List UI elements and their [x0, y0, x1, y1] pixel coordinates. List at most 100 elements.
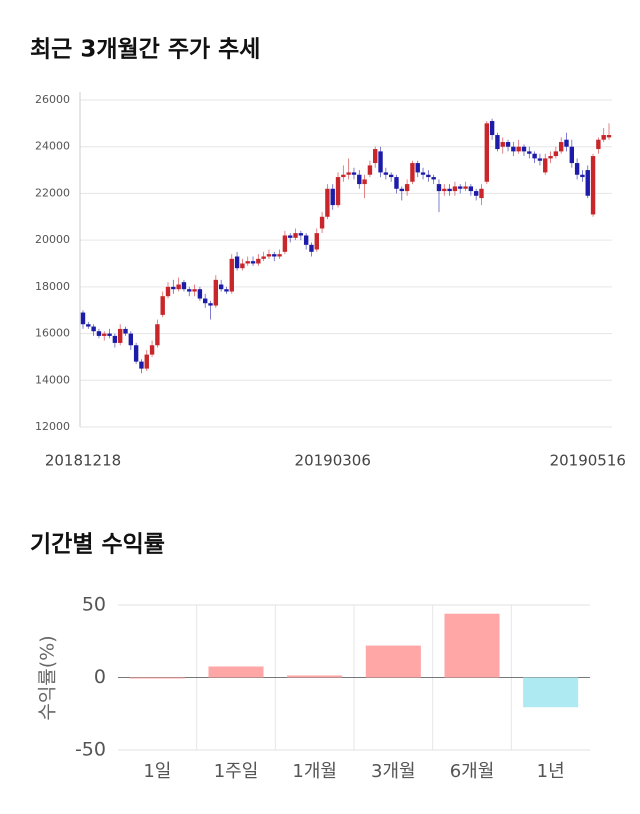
- x-tick-label: 1개월: [292, 761, 337, 782]
- candle-body: [484, 123, 489, 182]
- candle-body: [218, 284, 224, 290]
- candle-body: [277, 254, 282, 257]
- candle-body: [388, 174, 394, 178]
- candle-body: [373, 149, 378, 164]
- y-tick-label: 20000: [35, 233, 70, 246]
- y-tick-label: 0: [94, 666, 106, 688]
- candle-body: [404, 184, 410, 192]
- candle-body: [298, 233, 304, 236]
- candle-body: [553, 151, 559, 157]
- candle-body: [527, 151, 532, 154]
- bar: [287, 675, 343, 678]
- candle-body: [256, 258, 261, 264]
- candle-body: [149, 345, 155, 355]
- candle-body: [378, 151, 383, 173]
- candle-body: [187, 289, 192, 292]
- candle-body: [303, 235, 309, 245]
- x-tick-label: 3개월: [371, 761, 416, 782]
- candle-body: [564, 139, 569, 147]
- candle-body: [144, 354, 149, 369]
- candle-body: [473, 191, 479, 196]
- candle-body: [309, 244, 314, 252]
- candle-body: [335, 177, 341, 206]
- candle-body: [532, 153, 537, 159]
- candle-body: [176, 284, 181, 290]
- candle-body: [155, 324, 160, 346]
- candle-body: [367, 165, 373, 175]
- candle-body: [197, 289, 203, 299]
- candle-body: [500, 142, 505, 147]
- candle-body: [165, 286, 171, 297]
- candle-body: [319, 216, 325, 229]
- chart-title: 기간별 수익률: [30, 532, 165, 558]
- candle-body: [240, 263, 245, 269]
- candle-body: [86, 324, 91, 327]
- bar: [523, 677, 579, 708]
- candle-body: [383, 172, 389, 175]
- candle-body: [521, 146, 527, 152]
- candle-body: [447, 188, 452, 192]
- candle-body: [426, 174, 431, 178]
- candle-body: [133, 345, 139, 362]
- bar: [129, 677, 185, 679]
- x-tick-label: 1일: [143, 761, 171, 782]
- candle-body: [128, 333, 134, 346]
- candle-body: [330, 188, 335, 206]
- candle-body: [80, 312, 86, 325]
- candle-body: [91, 326, 96, 332]
- candle-body: [261, 256, 266, 259]
- candle-body: [463, 186, 468, 189]
- x-tick-label: 20190306: [295, 452, 371, 470]
- x-tick-label: 6개월: [450, 761, 495, 782]
- y-tick-label: 24000: [35, 140, 70, 153]
- candle-body: [341, 174, 346, 178]
- candle-body: [117, 328, 123, 343]
- candle-body: [203, 298, 208, 304]
- candle-body: [585, 170, 590, 196]
- candle-body: [415, 163, 420, 173]
- candle-body: [574, 163, 580, 175]
- candle-body: [107, 333, 112, 336]
- bar: [208, 666, 264, 678]
- candle-body: [351, 172, 357, 175]
- candle-body: [410, 163, 415, 182]
- candle-body: [399, 188, 404, 192]
- candle-body: [357, 174, 362, 185]
- candle-body: [558, 142, 564, 152]
- candle-body: [160, 296, 165, 315]
- candle-body: [590, 156, 596, 215]
- candle-body: [452, 186, 458, 192]
- candle-body: [171, 286, 176, 290]
- candle-body: [288, 235, 293, 238]
- candle-body: [543, 158, 548, 173]
- candle-body: [112, 335, 118, 343]
- x-tick-label: 20181218: [45, 452, 121, 470]
- y-tick-label: 16000: [35, 327, 70, 340]
- candle-body: [596, 139, 601, 150]
- candle-body: [537, 158, 543, 161]
- bar: [365, 645, 421, 678]
- candle-body: [495, 135, 500, 150]
- chart-title: 최근 3개월간 주가 추세: [30, 37, 260, 63]
- y-tick-label: 50: [82, 594, 106, 616]
- candle-body: [314, 233, 319, 250]
- x-tick-label: 20190516: [550, 452, 626, 470]
- candle-body: [325, 188, 330, 217]
- candle-body: [123, 328, 128, 334]
- candle-body: [606, 135, 612, 138]
- candle-body: [458, 186, 463, 189]
- candle-body: [224, 289, 229, 292]
- candle-body: [511, 146, 516, 152]
- y-tick-label: 12000: [35, 420, 70, 433]
- candle-body: [96, 331, 102, 336]
- candle-body: [442, 188, 447, 192]
- candle-body: [282, 235, 288, 252]
- candle-body: [548, 156, 553, 159]
- candle-body: [139, 361, 144, 369]
- candle-body: [580, 174, 585, 178]
- x-tick-label: 1년: [537, 761, 565, 782]
- candle-body: [293, 233, 298, 238]
- candle-body: [346, 172, 351, 175]
- candle-body: [516, 146, 521, 152]
